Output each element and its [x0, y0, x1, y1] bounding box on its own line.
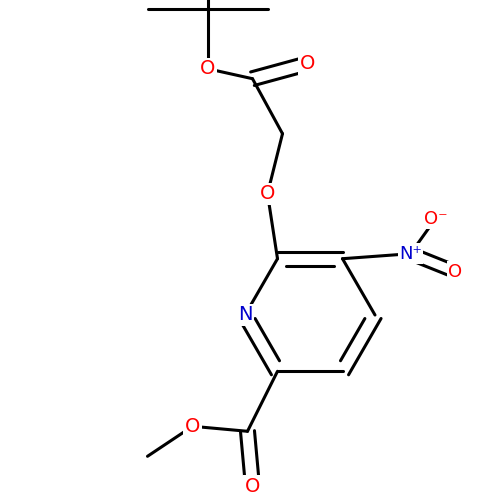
Text: N: N: [238, 306, 252, 324]
Text: O: O: [185, 417, 200, 436]
Text: O: O: [245, 477, 260, 496]
Text: O: O: [300, 54, 315, 73]
Text: O⁻: O⁻: [424, 210, 448, 228]
Text: O: O: [200, 59, 215, 78]
Text: O: O: [260, 184, 275, 203]
Text: N⁺: N⁺: [399, 244, 422, 262]
Text: O: O: [448, 262, 462, 280]
